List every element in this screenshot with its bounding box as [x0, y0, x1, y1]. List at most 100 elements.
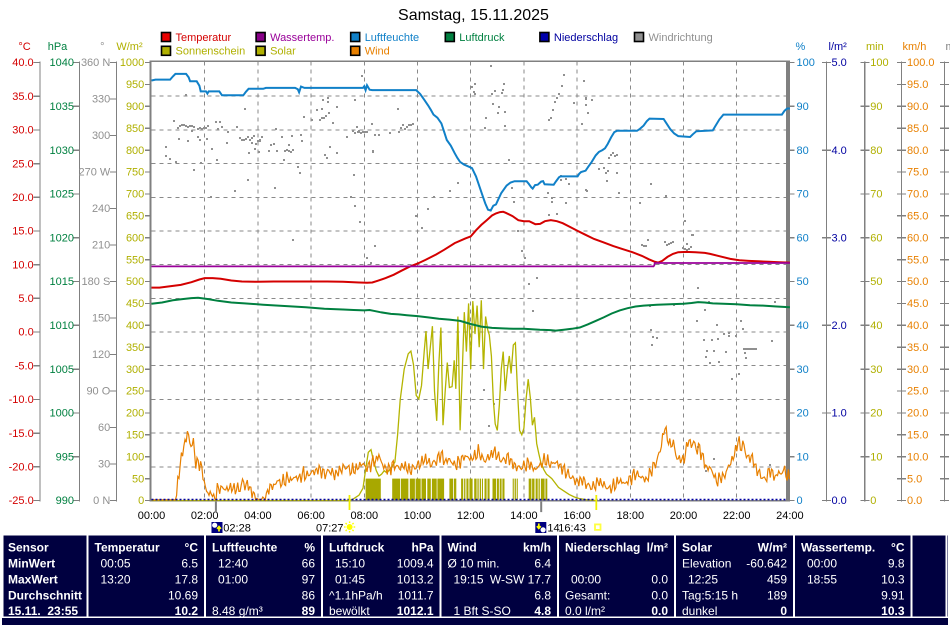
- svg-text:240: 240: [92, 203, 110, 215]
- svg-text:10.3: 10.3: [881, 604, 905, 618]
- svg-text:10: 10: [797, 451, 809, 463]
- svg-text:-5.0: -5.0: [15, 360, 34, 372]
- svg-text:35.0: 35.0: [12, 91, 33, 103]
- svg-text:400: 400: [126, 320, 144, 332]
- svg-text:20.0: 20.0: [907, 408, 928, 420]
- svg-text:90.0: 90.0: [907, 101, 928, 113]
- svg-text:300: 300: [92, 130, 110, 142]
- svg-text:14:00: 14:00: [510, 510, 538, 522]
- svg-text:14: 14: [547, 523, 559, 535]
- svg-text:50: 50: [797, 276, 809, 288]
- svg-text:25.0: 25.0: [907, 386, 928, 398]
- svg-text:0.0: 0.0: [651, 604, 668, 618]
- svg-text:l/m²: l/m²: [829, 41, 848, 53]
- svg-text:Gesamt:: Gesamt:: [565, 589, 610, 603]
- svg-text:07:27: 07:27: [316, 523, 344, 535]
- svg-text:97: 97: [302, 573, 316, 587]
- svg-text:1040: 1040: [50, 57, 74, 69]
- svg-text:00:05: 00:05: [101, 557, 131, 571]
- svg-text:01:45: 01:45: [335, 573, 365, 587]
- svg-text:%: %: [796, 41, 806, 53]
- svg-text:min: min: [866, 41, 884, 53]
- svg-text:1009.4: 1009.4: [397, 557, 434, 571]
- svg-text:40: 40: [870, 320, 882, 332]
- svg-text:0.0: 0.0: [651, 573, 668, 587]
- svg-text:22:00: 22:00: [723, 510, 751, 522]
- svg-text:5.0: 5.0: [832, 57, 847, 69]
- svg-text:1005: 1005: [50, 364, 74, 376]
- svg-text:0: 0: [870, 495, 876, 507]
- svg-text:86: 86: [302, 589, 316, 603]
- svg-text:5.0: 5.0: [907, 473, 922, 485]
- svg-text:350: 350: [126, 342, 144, 354]
- svg-text:2.0: 2.0: [832, 320, 847, 332]
- svg-text:°C: °C: [185, 541, 199, 555]
- svg-text:Wassertemp.: Wassertemp.: [270, 32, 334, 44]
- svg-text:100.0: 100.0: [907, 57, 935, 69]
- svg-text:Niederschlag: Niederschlag: [554, 32, 618, 44]
- svg-text:20:00: 20:00: [670, 510, 698, 522]
- svg-text:60: 60: [870, 232, 882, 244]
- svg-text:40: 40: [797, 320, 809, 332]
- svg-text:km/h: km/h: [523, 541, 551, 555]
- svg-text:10: 10: [870, 451, 882, 463]
- svg-text:W/m²: W/m²: [758, 541, 787, 555]
- svg-text:15.11. 23:55: 15.11. 23:55: [8, 604, 78, 618]
- svg-text:1010: 1010: [50, 320, 74, 332]
- svg-text:800: 800: [126, 145, 144, 157]
- svg-text:02:28: 02:28: [223, 523, 251, 535]
- svg-text:1030: 1030: [50, 145, 74, 157]
- svg-text:1015: 1015: [50, 276, 74, 288]
- svg-text:500: 500: [126, 276, 144, 288]
- svg-text:25.0: 25.0: [12, 158, 33, 170]
- svg-text:700: 700: [126, 189, 144, 201]
- svg-text:06:00: 06:00: [297, 510, 325, 522]
- svg-text:1000: 1000: [50, 408, 74, 420]
- svg-text:150: 150: [126, 430, 144, 442]
- svg-text:Windrichtung: Windrichtung: [649, 32, 713, 44]
- svg-text:01:00: 01:00: [218, 573, 248, 587]
- svg-text:12:25: 12:25: [688, 573, 718, 587]
- svg-text:0.0: 0.0: [832, 495, 847, 507]
- svg-text:10.0: 10.0: [12, 259, 33, 271]
- svg-text:Temperatur: Temperatur: [95, 541, 160, 555]
- svg-text:30.0: 30.0: [12, 125, 33, 137]
- svg-text:16:00: 16:00: [563, 510, 591, 522]
- svg-text:-60.642: -60.642: [746, 557, 787, 571]
- svg-text:0: 0: [797, 495, 803, 507]
- svg-text:35.0: 35.0: [907, 342, 928, 354]
- svg-text:Wassertemp.: Wassertemp.: [801, 541, 875, 555]
- svg-text:km/h: km/h: [903, 41, 927, 53]
- svg-text:00:00: 00:00: [138, 510, 166, 522]
- svg-text:l/m²: l/m²: [647, 541, 668, 555]
- svg-text:0: 0: [138, 495, 144, 507]
- svg-text:1011.7: 1011.7: [398, 589, 434, 603]
- svg-text:Wind: Wind: [365, 46, 390, 58]
- svg-text:dunkel: dunkel: [682, 604, 717, 618]
- svg-text:08:00: 08:00: [351, 510, 379, 522]
- svg-text:60: 60: [797, 232, 809, 244]
- svg-text:17.8: 17.8: [175, 573, 199, 587]
- svg-text:Sonnenschein: Sonnenschein: [176, 46, 246, 58]
- svg-text:80.0: 80.0: [907, 145, 928, 157]
- svg-text:750: 750: [126, 167, 144, 179]
- svg-text:-15.0: -15.0: [9, 428, 34, 440]
- svg-text:30: 30: [98, 459, 110, 471]
- svg-text:450: 450: [126, 298, 144, 310]
- svg-text:Wind: Wind: [448, 541, 477, 555]
- svg-text:650: 650: [126, 211, 144, 223]
- svg-text:00:00: 00:00: [807, 557, 837, 571]
- svg-text:85.0: 85.0: [907, 123, 928, 135]
- svg-text:40.0: 40.0: [907, 320, 928, 332]
- svg-text:°C: °C: [891, 541, 905, 555]
- svg-text:12:00: 12:00: [457, 510, 485, 522]
- svg-text:Luftdruck: Luftdruck: [459, 32, 505, 44]
- svg-text:50.0: 50.0: [907, 276, 928, 288]
- svg-text:10.3: 10.3: [881, 573, 905, 587]
- svg-text:950: 950: [126, 79, 144, 91]
- svg-text:0.0 l/m²: 0.0 l/m²: [565, 604, 605, 618]
- svg-text:6.8: 6.8: [534, 589, 551, 603]
- svg-text:W-SW 17.7: W-SW 17.7: [490, 573, 551, 587]
- svg-text:66: 66: [302, 557, 316, 571]
- svg-text:55.0: 55.0: [907, 254, 928, 266]
